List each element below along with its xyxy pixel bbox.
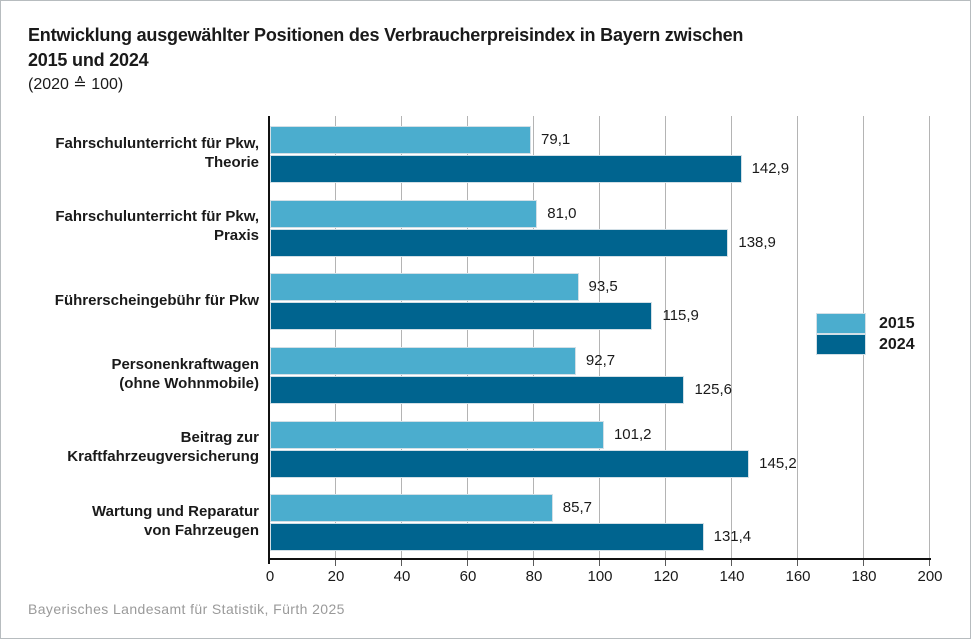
legend-label-2024: 2024 xyxy=(879,336,915,353)
bar-2024-4 xyxy=(270,376,685,404)
category-label: Fahrschulunterricht für Pkw, Theorie xyxy=(55,134,259,171)
bar-2015-4 xyxy=(270,347,576,375)
gridline-80 xyxy=(533,116,534,558)
x-axis-tick-60 xyxy=(467,560,468,566)
gridline-100 xyxy=(599,116,600,558)
chart-title-line1: Entwicklung ausgewählter Positionen des … xyxy=(28,25,744,45)
value-label-2024-1: 142,9 xyxy=(751,160,790,177)
x-axis-tick-label: 200 xyxy=(917,568,943,585)
value-label-2015-2: 81,0 xyxy=(547,204,577,222)
legend-label-2015: 2015 xyxy=(879,315,915,332)
x-axis-tick-100 xyxy=(599,560,600,566)
bar-2024-3 xyxy=(270,302,653,331)
gridline-40 xyxy=(401,116,402,558)
x-axis-tick-label: 160 xyxy=(785,568,811,585)
value-label-2024-4: 125,6 xyxy=(694,381,733,398)
bar-2024-6 xyxy=(270,523,704,552)
gridline-200 xyxy=(929,116,930,558)
chart-title: Entwicklung ausgewählter Positionen des … xyxy=(28,23,743,96)
bar-2024-5 xyxy=(270,449,750,478)
value-label-2015-4: 92,7 xyxy=(585,352,616,369)
x-axis-tick-label: 0 xyxy=(265,568,275,585)
chart-subtitle: (2020 ≙ 100) xyxy=(28,76,124,93)
value-label-2024-6: 131,4 xyxy=(713,528,752,546)
value-label-2015-1: 79,1 xyxy=(541,131,571,148)
chart-title-line2: 2015 und 2024 xyxy=(28,50,149,70)
x-axis-tick-label: 40 xyxy=(393,568,411,585)
legend-item-2024: 2024 xyxy=(816,334,915,355)
x-axis-tick-label: 140 xyxy=(719,568,745,585)
x-axis-tick-40 xyxy=(401,560,402,566)
bar-2015-6 xyxy=(270,494,553,523)
gridline-160 xyxy=(797,116,798,558)
x-axis-tick-120 xyxy=(665,560,666,566)
bar-2024-2 xyxy=(270,228,729,257)
x-axis-tick-160 xyxy=(797,560,798,566)
bar-2015-3 xyxy=(270,273,579,302)
value-label-2015-5: 101,2 xyxy=(613,425,652,443)
x-axis-tick-label: 100 xyxy=(587,568,613,585)
legend: 2015 2024 xyxy=(816,313,915,355)
value-label-2024-2: 138,9 xyxy=(738,233,776,251)
category-label: Personenkraftwagen (ohne Wohnmobile) xyxy=(111,355,259,392)
value-label-2024-5: 145,2 xyxy=(759,454,797,472)
y-axis-line xyxy=(268,116,270,564)
gridline-20 xyxy=(335,116,336,558)
x-axis-tick-label: 60 xyxy=(459,568,477,585)
bar-2015-1 xyxy=(270,126,532,154)
plot-area: 0 20 40 60 80 100 120 140 160 180 200 Fahrschulunte… xyxy=(1,116,970,596)
gridline-140 xyxy=(731,116,732,558)
category-label: Wartung und Reparatur von Fahrzeugen xyxy=(92,503,259,540)
legend-swatch-2015-icon xyxy=(816,313,866,334)
bar-2015-2 xyxy=(270,199,538,228)
x-axis-tick-140 xyxy=(731,560,732,566)
x-axis-tick-80 xyxy=(533,560,534,566)
legend-item-2015: 2015 xyxy=(816,313,915,334)
x-axis-tick-label: 180 xyxy=(851,568,877,585)
gridline-60 xyxy=(467,116,468,558)
bar-2015-5 xyxy=(270,420,604,449)
category-label: Beitrag zur Kraftfahrzeugversicherung xyxy=(67,429,259,466)
category-label: Fahrschulunterricht für Pkw, Praxis xyxy=(55,208,259,245)
category-label: Führerscheingebühr für Pkw xyxy=(54,291,259,309)
source-note: Bayerisches Landesamt für Statistik, Für… xyxy=(28,601,345,617)
bar-2024-1 xyxy=(270,155,742,183)
x-axis-tick-20 xyxy=(335,560,336,566)
x-axis-tick-180 xyxy=(863,560,864,566)
x-axis-tick-200 xyxy=(929,560,930,566)
value-label-2015-6: 85,7 xyxy=(562,499,592,517)
legend-swatch-2024-icon xyxy=(816,334,866,355)
value-label-2024-3: 115,9 xyxy=(662,307,699,325)
x-axis-line xyxy=(268,558,931,560)
value-label-2015-3: 93,5 xyxy=(588,278,618,296)
gridline-120 xyxy=(665,116,666,558)
x-axis-tick-label: 120 xyxy=(653,568,679,585)
x-axis-tick-label: 80 xyxy=(525,568,543,585)
x-axis-tick-label: 20 xyxy=(327,568,345,585)
